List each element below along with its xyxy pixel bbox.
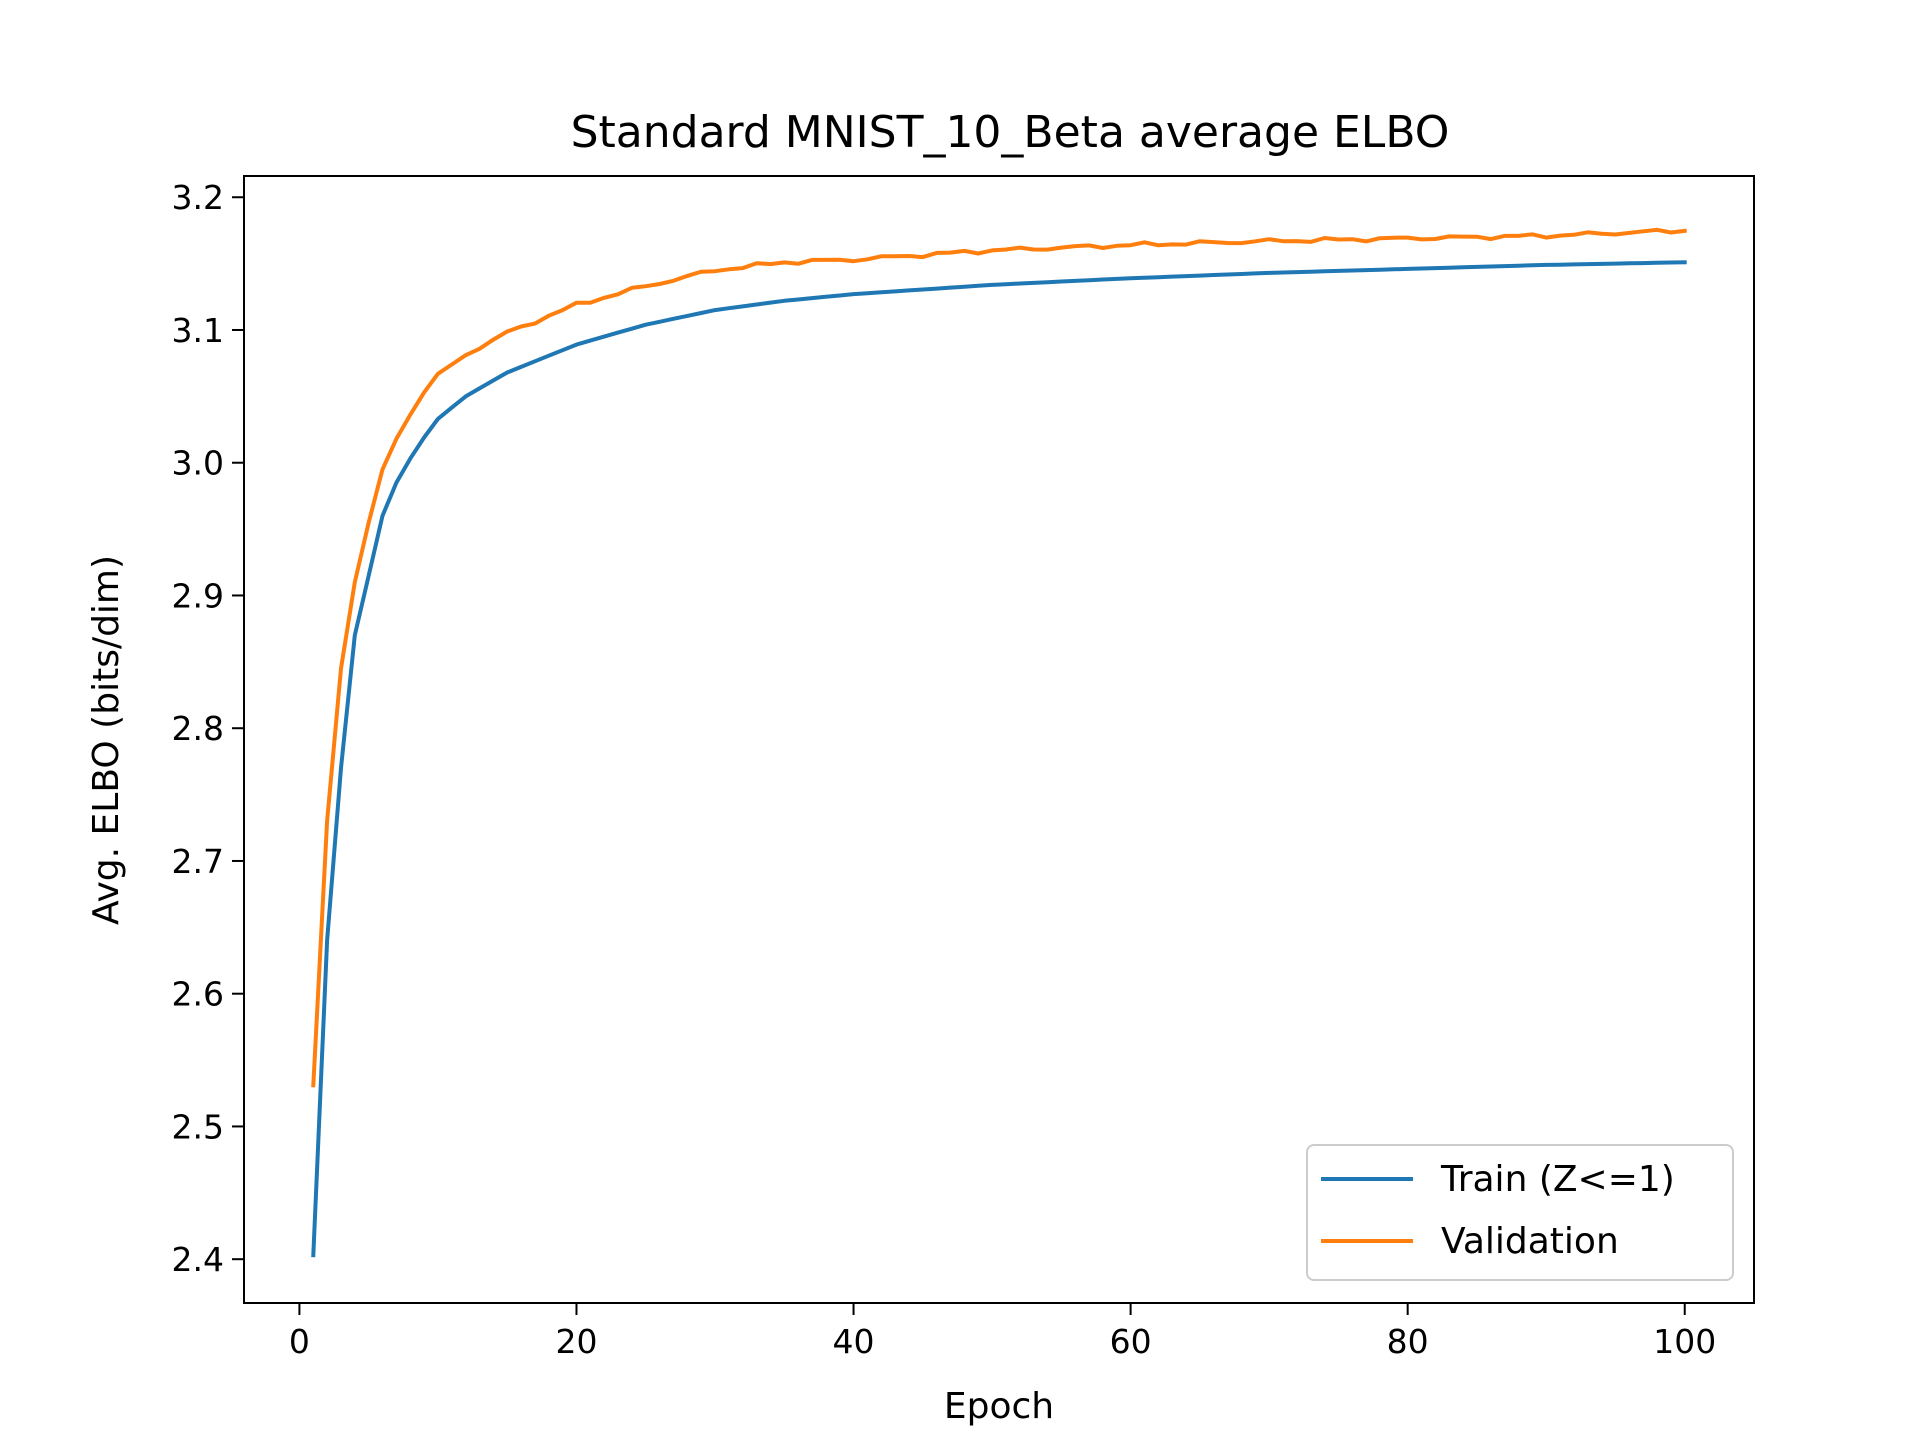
- x-tick-label: 80: [1387, 1322, 1429, 1361]
- y-axis-label: Avg. ELBO (bits/dim): [86, 555, 127, 925]
- legend-label-validation: Validation: [1441, 1221, 1619, 1262]
- legend-box: [1306, 1144, 1734, 1281]
- x-tick-label: 100: [1653, 1322, 1716, 1361]
- y-tick-label: 2.4: [172, 1240, 224, 1279]
- y-tick-label: 3.2: [172, 178, 224, 217]
- y-tick-label: 2.5: [172, 1107, 224, 1146]
- legend: Train (Z<=1) Validation: [1306, 1144, 1734, 1281]
- y-tick-label: 2.6: [172, 975, 224, 1014]
- plot-lines: [311, 227, 1687, 1258]
- x-tick-label: 60: [1110, 1322, 1152, 1361]
- x-tick-label: 20: [555, 1322, 597, 1361]
- y-axis-ticks: 2.4 2.5 2.6 2.7 2.8 2.9 3.0 3.1 3.2: [172, 178, 244, 1279]
- x-axis-ticks: 0 20 40 60 80 100: [289, 1303, 1716, 1361]
- legend-label-train: Train (Z<=1): [1440, 1159, 1675, 1200]
- series-line-train: [311, 260, 1687, 1258]
- y-tick-label: 2.7: [172, 842, 224, 881]
- y-tick-label: 3.1: [172, 311, 224, 350]
- y-tick-label: 2.9: [172, 576, 224, 615]
- series-line-validation: [311, 227, 1687, 1088]
- y-tick-label: 3.0: [172, 444, 224, 483]
- x-tick-label: 0: [289, 1322, 310, 1361]
- x-tick-label: 40: [833, 1322, 875, 1361]
- x-axis-label: Epoch: [944, 1386, 1054, 1427]
- y-tick-label: 2.8: [172, 709, 224, 748]
- plot-frame: [243, 175, 1755, 1304]
- chart-title: Standard MNIST_10_Beta average ELBO: [571, 107, 1450, 158]
